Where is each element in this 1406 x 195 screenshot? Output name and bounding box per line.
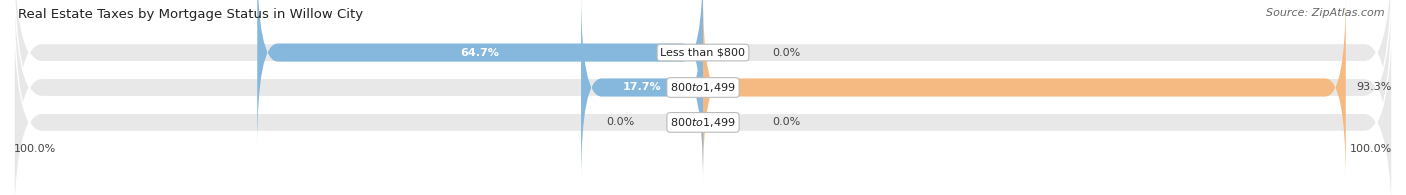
Text: Source: ZipAtlas.com: Source: ZipAtlas.com [1267, 8, 1385, 18]
FancyBboxPatch shape [14, 0, 1392, 195]
Text: 0.0%: 0.0% [772, 117, 800, 127]
Text: 100.0%: 100.0% [14, 144, 56, 154]
Text: 100.0%: 100.0% [1350, 144, 1392, 154]
Text: 0.0%: 0.0% [772, 48, 800, 58]
Text: $800 to $1,499: $800 to $1,499 [671, 81, 735, 94]
Text: 17.7%: 17.7% [623, 82, 661, 92]
FancyBboxPatch shape [14, 0, 1392, 195]
Text: Real Estate Taxes by Mortgage Status in Willow City: Real Estate Taxes by Mortgage Status in … [18, 8, 363, 21]
Text: 64.7%: 64.7% [461, 48, 499, 58]
FancyBboxPatch shape [257, 0, 703, 148]
Text: 93.3%: 93.3% [1357, 82, 1392, 92]
FancyBboxPatch shape [14, 0, 1392, 183]
FancyBboxPatch shape [581, 0, 703, 183]
Text: Less than $800: Less than $800 [661, 48, 745, 58]
Text: 0.0%: 0.0% [606, 117, 634, 127]
FancyBboxPatch shape [703, 0, 1346, 183]
Text: $800 to $1,499: $800 to $1,499 [671, 116, 735, 129]
